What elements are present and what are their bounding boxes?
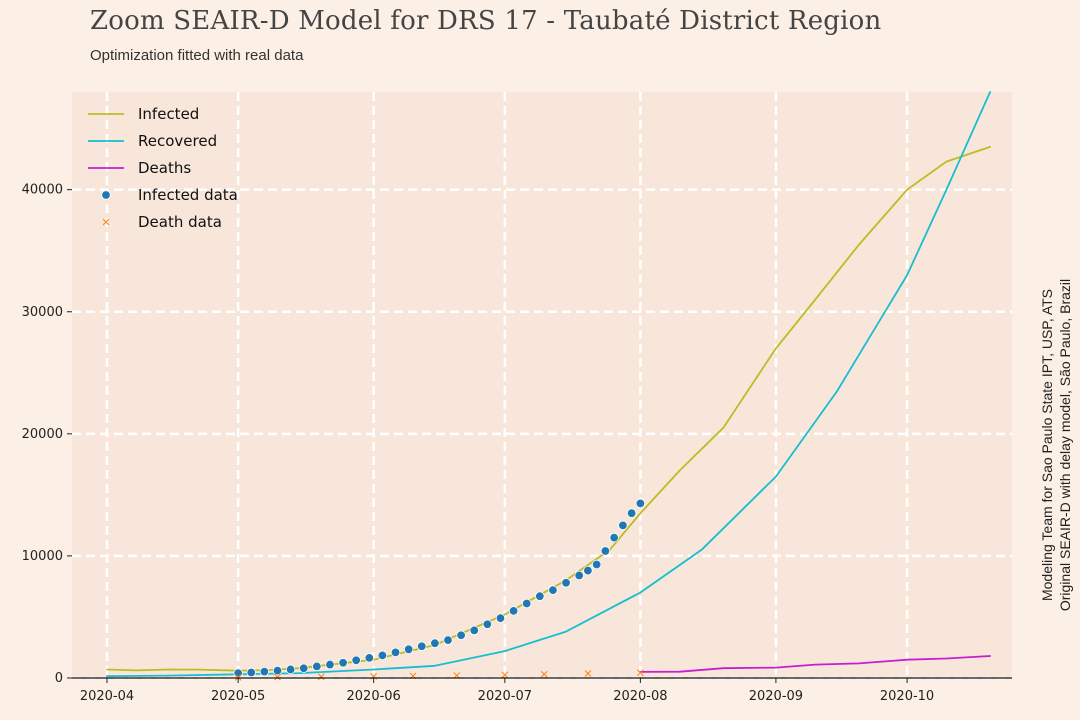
infected-data-point	[535, 591, 545, 601]
infected-data-point	[456, 630, 466, 640]
legend-label: Deaths	[138, 159, 191, 177]
credit-text: Modeling Team for Sao Paulo State IPT, U…	[1038, 279, 1074, 611]
legend-swatch	[102, 218, 110, 226]
credit-line-2: Original SEAIR-D with delay model, São P…	[1057, 278, 1073, 612]
infected-data-point	[417, 641, 427, 651]
death-data-point	[584, 670, 592, 677]
legend-label: Infected data	[138, 186, 238, 204]
legend-swatch	[101, 190, 111, 200]
credit-line-1: Modeling Team for Sao Paulo State IPT, U…	[1039, 288, 1055, 602]
death-data-point	[540, 670, 548, 678]
legend-item-infected: Infected	[88, 105, 199, 123]
y-tick-label: 20000	[22, 427, 63, 442]
y-tick-label: 10000	[22, 549, 63, 564]
infected-data-point	[259, 666, 270, 677]
infected-data-point	[508, 606, 519, 616]
infected-data-point	[325, 659, 335, 670]
infected-data-point	[495, 613, 506, 623]
y-tick-label: 40000	[22, 183, 63, 198]
infected-data-point	[430, 638, 440, 648]
legend-label: Death data	[138, 213, 222, 231]
infected-data-point	[285, 664, 296, 675]
infected-data-point	[338, 658, 348, 668]
x-tick-label: 2020-08	[613, 689, 667, 704]
infected-data-point	[272, 665, 283, 676]
death-data-point	[234, 674, 242, 681]
infected-data-point	[377, 650, 388, 661]
infected-data-point	[583, 565, 593, 576]
infected-data-point	[635, 498, 646, 509]
legend-item-recovered: Recovered	[88, 132, 217, 150]
x-tick-label: 2020-04	[80, 689, 134, 704]
infected-data-point	[364, 653, 375, 663]
legend: Infected Recovered Deaths Infected data Deat…	[88, 105, 238, 231]
legend-label: Recovered	[138, 132, 217, 150]
y-tick-label: 0	[55, 671, 63, 686]
infected-data-point	[403, 644, 414, 655]
infected-data-point	[521, 598, 532, 609]
infected-data-point	[591, 559, 602, 570]
infected-data-point	[390, 647, 401, 658]
infected-data-point	[233, 668, 243, 678]
infected-data-point	[609, 532, 619, 543]
infected-data-point	[469, 625, 479, 636]
death-data-point	[637, 669, 644, 677]
infected-data-point	[312, 661, 322, 672]
death-data-point	[274, 673, 281, 681]
infected-data-point	[561, 578, 571, 588]
death-data-point	[317, 673, 325, 681]
x-tick-label: 2020-05	[211, 689, 265, 704]
infected-data-point	[574, 570, 584, 581]
y-tick-label: 30000	[22, 305, 63, 320]
death-data-point	[501, 671, 509, 679]
x-tick-label: 2020-06	[347, 689, 401, 704]
infected-data-point	[443, 635, 453, 645]
x-tick-label: 2020-09	[749, 689, 803, 704]
plot-area	[72, 92, 1012, 678]
axes: 2020-04 2020-05 2020-06 2020-07 2020-08 2020-…	[22, 183, 1012, 704]
infected-data-point	[600, 546, 611, 556]
infected-data-point	[351, 655, 361, 665]
series-line-recovered	[106, 91, 991, 678]
legend-label: Infected	[138, 105, 199, 123]
infected-data-point	[618, 520, 628, 531]
x-tick-label: 2020-10	[880, 689, 934, 704]
series-layer	[106, 91, 991, 681]
x-tick-label: 2020-07	[478, 689, 532, 704]
legend-item-death-data: Death data	[102, 213, 222, 231]
legend-item-deaths: Deaths	[88, 159, 191, 177]
chart-title: Zoom SEAIR-D Model for DRS 17 - Taubaté …	[90, 6, 882, 36]
series-line-deaths	[639, 655, 991, 673]
legend-item-infected-data: Infected data	[101, 186, 238, 204]
infected-data-point	[482, 619, 493, 629]
infected-data-point	[246, 667, 256, 678]
infected-data-point	[548, 585, 558, 595]
chart-subtitle: Optimization fitted with real data	[90, 47, 304, 64]
infected-data-point	[299, 663, 309, 673]
infected-data-point	[626, 508, 637, 518]
